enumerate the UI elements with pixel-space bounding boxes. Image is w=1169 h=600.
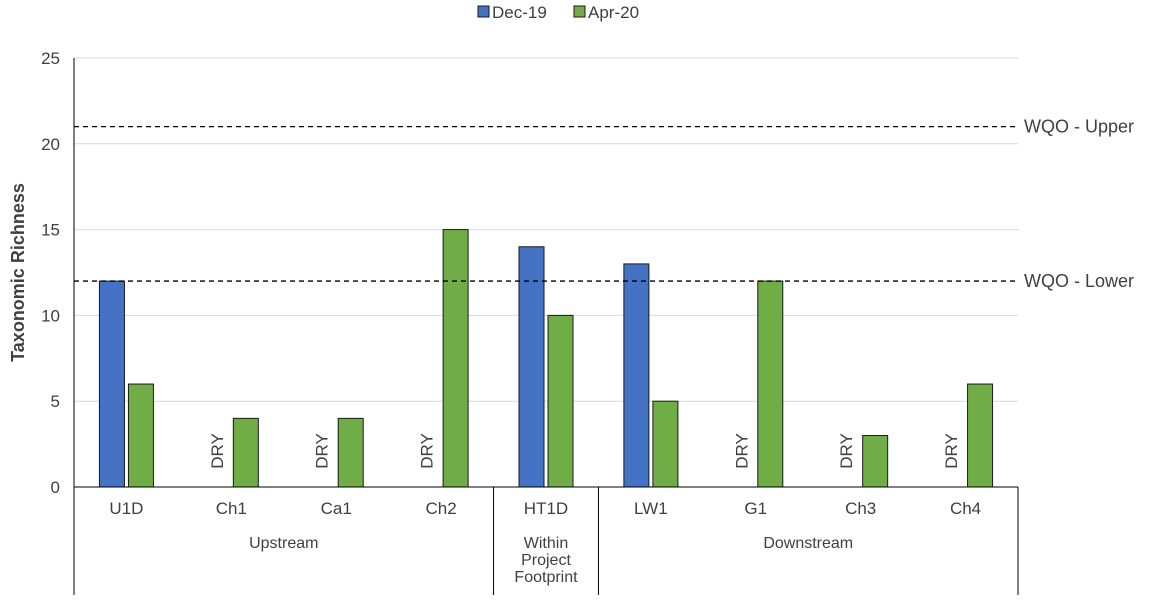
- legend-label: Dec-19: [492, 3, 547, 22]
- bar: [623, 263, 650, 488]
- bar: [518, 246, 545, 488]
- y-axis-label: Taxonomic Richness: [8, 183, 28, 362]
- missing-label: DRY: [208, 433, 227, 469]
- bar: [98, 280, 125, 488]
- missing-label: DRY: [418, 433, 437, 469]
- category-label: U1D: [109, 499, 143, 518]
- legend-label: Apr-20: [588, 3, 639, 22]
- y-tick-label: 15: [41, 221, 60, 240]
- category-label: LW1: [634, 499, 668, 518]
- reference-line-label: WQO - Upper: [1024, 117, 1134, 137]
- category-label: G1: [744, 499, 767, 518]
- legend-swatch: [573, 5, 586, 18]
- bar: [967, 383, 994, 488]
- bar: [337, 417, 364, 488]
- y-tick-label: 20: [41, 135, 60, 154]
- missing-label: DRY: [313, 433, 332, 469]
- missing-label: DRY: [837, 433, 856, 469]
- legend-swatch: [477, 5, 490, 18]
- reference-line-label: WQO - Lower: [1024, 271, 1134, 291]
- bar: [127, 383, 154, 488]
- missing-label: DRY: [942, 433, 961, 469]
- y-tick-label: 5: [51, 392, 60, 411]
- bar: [652, 400, 679, 488]
- bar: [547, 314, 574, 488]
- bar: [442, 229, 469, 488]
- bar: [862, 435, 889, 488]
- missing-label: DRY: [732, 433, 751, 469]
- y-tick-label: 10: [41, 306, 60, 325]
- bar: [757, 280, 784, 488]
- category-label: Ch3: [845, 499, 876, 518]
- y-tick-label: 25: [41, 49, 60, 68]
- group-label: Upstream: [249, 535, 318, 552]
- category-label: HT1D: [524, 499, 568, 518]
- bar: [232, 417, 259, 488]
- category-label: Ca1: [321, 499, 352, 518]
- category-label: Ch1: [216, 499, 247, 518]
- y-tick-label: 0: [51, 478, 60, 497]
- category-label: Ch4: [950, 499, 981, 518]
- group-label: Downstream: [763, 535, 853, 552]
- group-label: Within Project Footprint: [514, 535, 578, 586]
- category-label: Ch2: [426, 499, 457, 518]
